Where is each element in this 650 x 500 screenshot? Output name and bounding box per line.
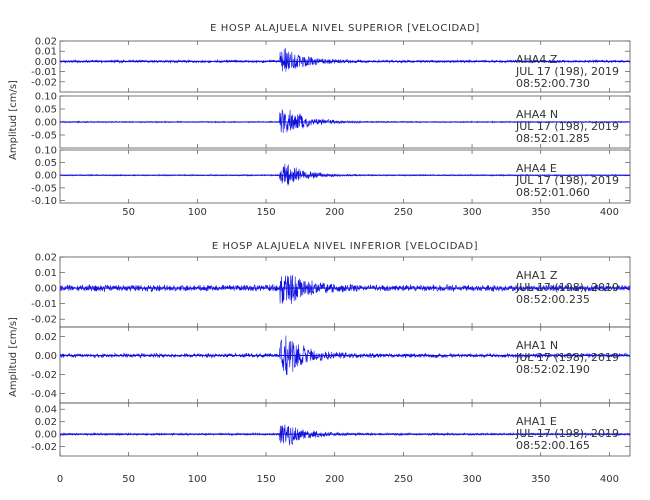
- date-label: JUL 17 (198), 2019: [515, 174, 619, 187]
- y-tick-label: 0.02: [35, 332, 57, 343]
- y-tick-label: 0.00: [35, 118, 57, 129]
- y-tick-label: 0.05: [35, 158, 57, 169]
- date-label: JUL 17 (198), 2019: [515, 351, 619, 364]
- x-tick-label: 100: [188, 207, 207, 218]
- y-tick-label: -0.02: [31, 77, 57, 88]
- y-tick-label: -0.10: [31, 196, 57, 207]
- time-label: 08:52:00.165: [516, 439, 590, 452]
- y-tick-label: 0.00: [35, 57, 57, 68]
- time-label: 08:52:01.285: [516, 132, 590, 145]
- y-tick-label: 0.00: [35, 284, 57, 295]
- x-tick-label: 50: [122, 474, 135, 485]
- station-label: AHA1 Z: [516, 269, 558, 282]
- section-title: E HOSP ALAJUELA NIVEL SUPERIOR [VELOCIDA…: [210, 23, 480, 34]
- y-tick-label: -0.02: [31, 370, 57, 381]
- time-label: 08:52:01.060: [516, 186, 590, 199]
- station-label: AHA1 N: [516, 339, 558, 352]
- x-tick-label: 250: [394, 474, 413, 485]
- date-label: JUL 17 (198), 2019: [515, 281, 619, 294]
- x-tick-label: 200: [325, 207, 344, 218]
- date-label: JUL 17 (198), 2019: [515, 65, 619, 78]
- y-tick-label: 0.02: [35, 417, 57, 428]
- x-tick-label: 400: [600, 207, 619, 218]
- y-tick-label: -0.04: [31, 389, 57, 400]
- time-label: 08:52:00.235: [516, 293, 590, 306]
- section-title: E HOSP ALAJUELA NIVEL INFERIOR [VELOCIDA…: [212, 241, 478, 252]
- y-tick-label: 0.05: [35, 105, 57, 116]
- y-tick-label: -0.01: [31, 67, 57, 78]
- y-tick-label: 0.02: [35, 253, 57, 264]
- y-axis-label: Amplitud [cm/s]: [8, 80, 19, 160]
- date-label: JUL 17 (198), 2019: [515, 427, 619, 440]
- x-tick-label: 100: [188, 474, 207, 485]
- y-tick-label: 0.10: [35, 146, 57, 157]
- y-tick-label: 0.01: [35, 47, 57, 58]
- y-tick-label: 0.10: [35, 92, 57, 103]
- y-tick-label: 0.04: [35, 405, 57, 416]
- y-tick-label: 0.01: [35, 268, 57, 279]
- panel-frame: [59, 402, 631, 457]
- y-axis-label: Amplitud [cm/s]: [8, 317, 19, 397]
- y-tick-label: 0.00: [35, 171, 57, 182]
- x-tick-label: 150: [256, 474, 275, 485]
- y-tick-label: 0.02: [35, 37, 57, 48]
- x-tick-label: 300: [463, 207, 482, 218]
- x-tick-label: 350: [531, 207, 550, 218]
- y-tick-label: -0.02: [31, 442, 57, 453]
- x-tick-label: 250: [394, 207, 413, 218]
- panel-frame: [59, 149, 631, 204]
- y-tick-label: 0.00: [35, 430, 57, 441]
- x-tick-label: 0: [57, 474, 63, 485]
- x-tick-label: 350: [531, 474, 550, 485]
- station-label: AHA4 Z: [516, 53, 558, 66]
- date-label: JUL 17 (198), 2019: [515, 120, 619, 133]
- y-tick-label: 0.00: [35, 351, 57, 362]
- x-tick-label: 300: [463, 474, 482, 485]
- station-label: AHA4 N: [516, 108, 558, 121]
- waveform-trace: [59, 274, 631, 305]
- x-tick-label: 400: [600, 474, 619, 485]
- time-label: 08:52:02.190: [516, 363, 590, 376]
- panel-frame: [59, 40, 631, 93]
- x-tick-label: 150: [256, 207, 275, 218]
- x-tick-label: 200: [325, 474, 344, 485]
- time-label: 08:52:00.730: [516, 77, 590, 90]
- y-tick-label: -0.05: [31, 183, 57, 194]
- station-label: AHA1 E: [516, 415, 557, 428]
- station-label: AHA4 E: [516, 162, 557, 175]
- y-tick-label: -0.05: [31, 131, 57, 142]
- y-tick-label: -0.01: [31, 299, 57, 310]
- x-tick-label: 50: [122, 207, 135, 218]
- y-tick-label: -0.02: [31, 315, 57, 326]
